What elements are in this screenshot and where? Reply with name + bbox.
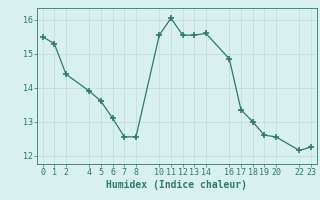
X-axis label: Humidex (Indice chaleur): Humidex (Indice chaleur)	[106, 180, 247, 190]
